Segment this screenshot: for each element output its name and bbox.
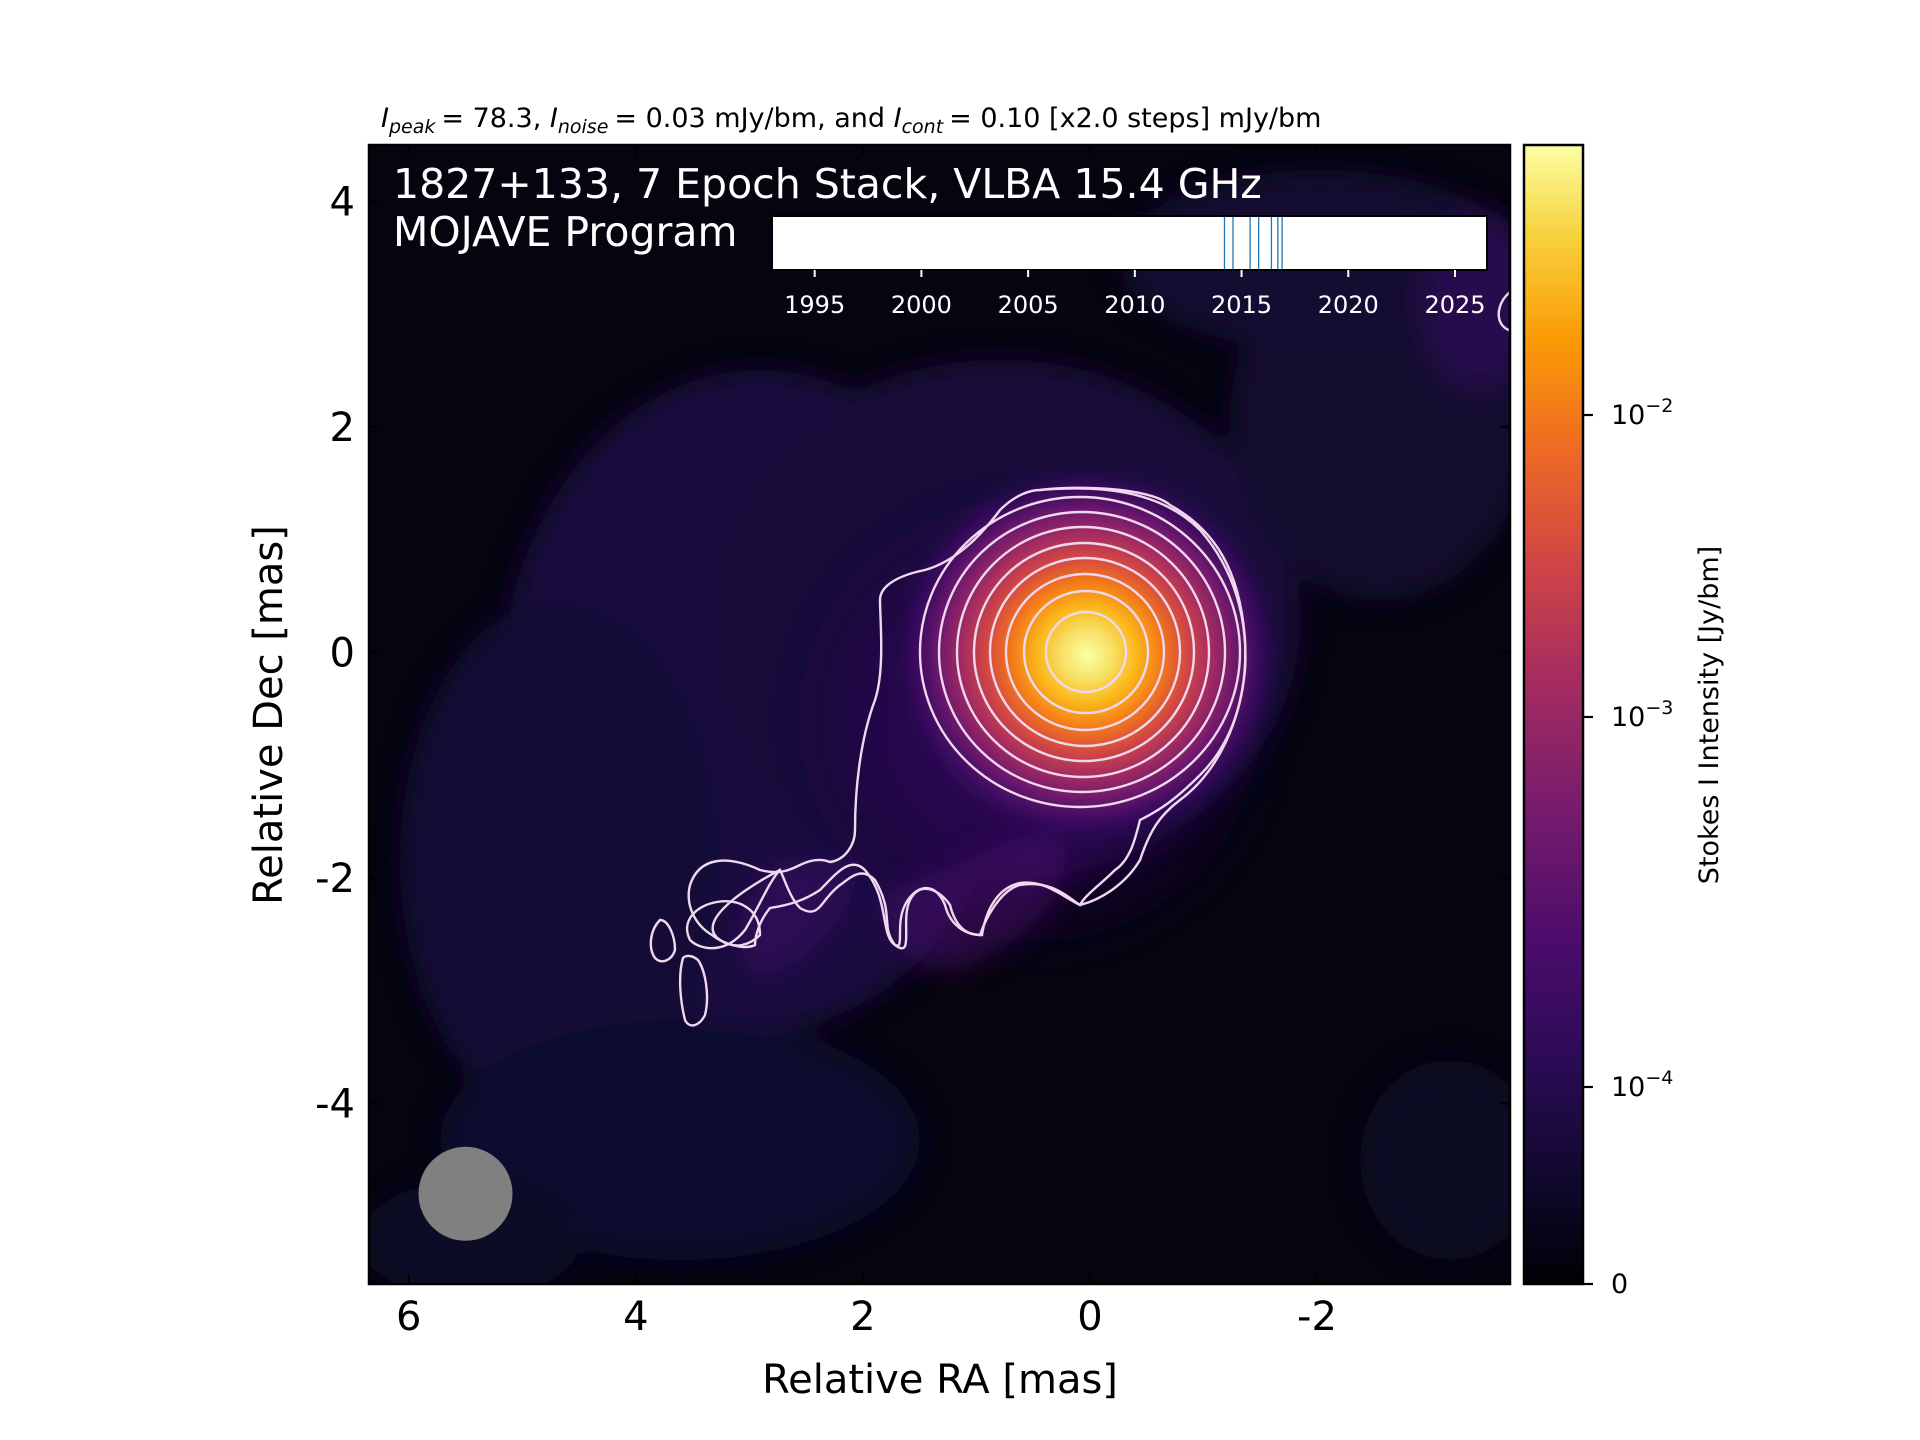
beam-ellipse bbox=[418, 1146, 513, 1241]
colorbar-tick-label: 10−2 bbox=[1611, 395, 1673, 431]
plot-frame bbox=[367, 143, 1512, 1286]
x-tick-label: 6 bbox=[396, 1294, 421, 1340]
contour-island-2 bbox=[678, 954, 709, 1027]
contour-island-1 bbox=[649, 918, 677, 963]
y-tick-label: 0 bbox=[330, 630, 355, 676]
colorbar-label: Stokes I Intensity [Jy/bm] bbox=[1694, 546, 1725, 884]
contour-edge-blob bbox=[1497, 291, 1510, 332]
epoch-tick-label: 2015 bbox=[1211, 291, 1272, 319]
x-tick-label: 2 bbox=[850, 1294, 875, 1340]
y-tick-label: -2 bbox=[315, 856, 355, 902]
x-axis-label: Relative RA [mas] bbox=[762, 1357, 1118, 1403]
intensity-map: 1827+133, 7 Epoch Stack, VLBA 15.4 GHz M… bbox=[367, 143, 1512, 1286]
colorbar-ticks: 10−2 10−3 10−4 0 bbox=[1583, 395, 1673, 1300]
stats-header: Ipeak = 78.3, Inoise = 0.03 mJy/bm, and Ic… bbox=[381, 103, 1321, 138]
epoch-ticks: 1995 2000 2005 2010 2015 2020 2025 bbox=[784, 270, 1486, 319]
contour-rings bbox=[918, 495, 1242, 809]
x-tick-label: 4 bbox=[623, 1294, 648, 1340]
colorbar-tick-label: 10−4 bbox=[1611, 1067, 1673, 1103]
y-tick-label: 2 bbox=[330, 405, 355, 451]
x-tick-label: -2 bbox=[1297, 1294, 1337, 1340]
colorbar-tick-label: 0 bbox=[1611, 1269, 1628, 1300]
colorbar: 10−2 10−3 10−4 0 Stokes I Intensity [Jy/bm] bbox=[1522, 143, 1725, 1300]
epoch-tick-label: 1995 bbox=[784, 291, 845, 319]
epoch-timeline-box bbox=[771, 215, 1488, 271]
epoch-tick-label: 2025 bbox=[1424, 291, 1485, 319]
colorbar-gradient bbox=[1524, 145, 1583, 1284]
chart-subtitle: MOJAVE Program bbox=[393, 208, 737, 256]
epoch-tick-label: 2000 bbox=[891, 291, 952, 319]
y-tick-label: 4 bbox=[330, 179, 355, 225]
epoch-timeline: 1995 2000 2005 2010 2015 2020 2025 bbox=[771, 215, 1488, 319]
contour-1 bbox=[687, 487, 1247, 949]
y-axis: 4 2 0 -2 -4 bbox=[315, 179, 1510, 1128]
epoch-lines bbox=[1223, 217, 1283, 269]
y-axis-label: Relative Dec [mas] bbox=[246, 525, 292, 905]
chart-title: 1827+133, 7 Epoch Stack, VLBA 15.4 GHz bbox=[393, 160, 1262, 208]
colorbar-tick-label: 10−3 bbox=[1611, 697, 1673, 733]
x-tick-label: 0 bbox=[1077, 1294, 1102, 1340]
epoch-tick-label: 2020 bbox=[1318, 291, 1379, 319]
colorbar-frame bbox=[1522, 143, 1585, 1286]
y-tick-label: -4 bbox=[315, 1082, 355, 1128]
x-axis: 6 4 2 0 -2 bbox=[396, 145, 1337, 1340]
epoch-tick-label: 2005 bbox=[998, 291, 1059, 319]
epoch-tick-label: 2010 bbox=[1104, 291, 1165, 319]
contour-outer bbox=[686, 486, 1247, 950]
